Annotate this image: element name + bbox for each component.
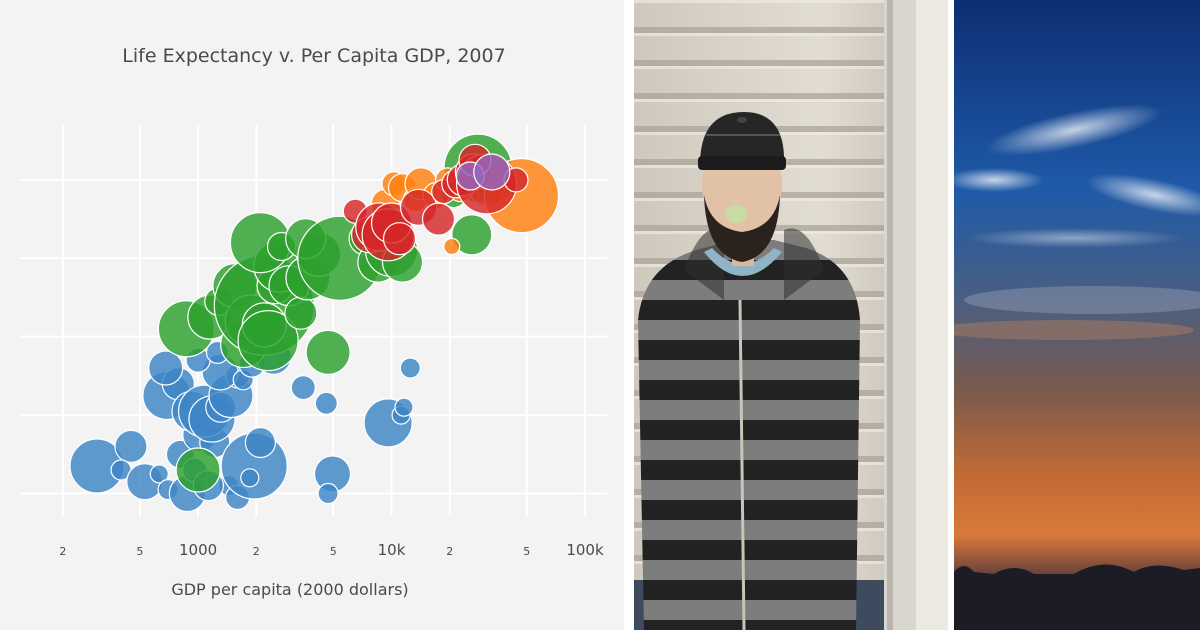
bubble-asia-16 <box>305 329 351 375</box>
x-tick-label-1: 5 <box>136 545 143 558</box>
bubble-africa-15 <box>240 468 260 488</box>
x-axis-title: GDP per capita (2000 dollars) <box>171 580 408 599</box>
bubble-americas-7 <box>421 202 456 236</box>
x-tick-label-5: 10k <box>378 541 406 559</box>
x-tick-label-7: 5 <box>523 545 530 558</box>
bubble-africa-31 <box>290 375 316 401</box>
x-tick-label-2: 1000 <box>179 541 217 559</box>
photo-sunset-sky <box>954 0 1200 630</box>
bubble-africa-37 <box>394 397 414 417</box>
bubble-africa-32 <box>314 391 338 415</box>
bubble-africa-26 <box>148 350 184 386</box>
bubble-asia-9 <box>237 310 299 372</box>
bubble-europe-11 <box>443 237 461 256</box>
bubble-africa-38 <box>399 357 421 379</box>
x-tick-label-8: 100k <box>566 541 604 559</box>
bubble-oceania-1 <box>473 153 511 191</box>
bubble-asia-13 <box>284 296 318 330</box>
x-tick-label-6: 2 <box>446 545 453 558</box>
sunset-sky-illustration <box>954 0 1200 630</box>
divider <box>624 0 634 630</box>
x-tick-label-4: 5 <box>330 545 337 558</box>
divider <box>948 0 954 630</box>
bubble-chart: 2 5 1000 2 5 10k 2 5 100k Life Expectancy v. Per… <box>20 45 607 599</box>
bubble-africa-14 <box>244 426 276 459</box>
bubble-africa-1 <box>114 429 148 463</box>
chart-panel: 2 5 1000 2 5 10k 2 5 100k Life Expectancy v. Per… <box>0 0 624 630</box>
plot-area <box>69 133 560 513</box>
bubble-asia-0 <box>175 447 221 493</box>
bubble-africa-4 <box>149 464 169 484</box>
photo-man-in-hoodie <box>634 0 948 630</box>
chart-title: Life Expectancy v. Per Capita GDP, 2007 <box>122 45 505 67</box>
man-in-hoodie-illustration <box>634 0 948 630</box>
bubble-americas-5 <box>382 222 417 256</box>
x-axis: 2 5 1000 2 5 10k 2 5 100k <box>59 541 604 559</box>
bubble-africa-34 <box>317 482 339 505</box>
bubble-asia-28 <box>451 214 493 256</box>
x-tick-label-0: 2 <box>59 545 66 558</box>
x-tick-label-3: 2 <box>253 545 260 558</box>
